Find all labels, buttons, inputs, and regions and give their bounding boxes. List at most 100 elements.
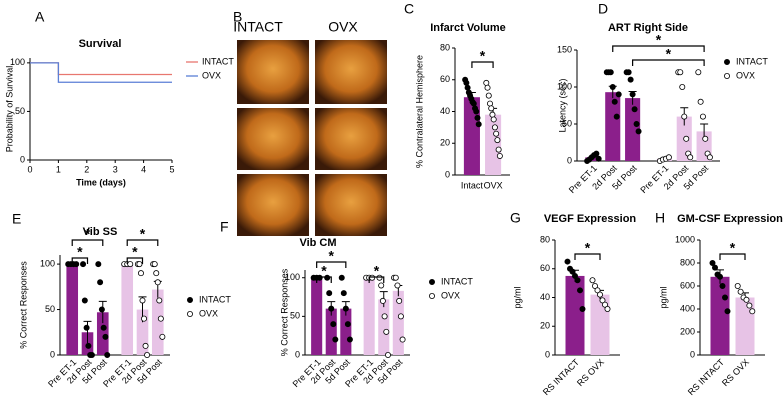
y-axis-label: Probability of Survival: [4, 66, 14, 153]
x-tick-label: RS INTACT: [541, 357, 582, 398]
data-point: [597, 291, 604, 298]
y-tick-label: 60: [540, 263, 550, 273]
data-point: [464, 84, 471, 91]
significance-bracket: [316, 276, 332, 283]
data-point: [712, 264, 719, 271]
panel-letter: F: [220, 219, 229, 235]
data-point: [104, 351, 111, 358]
data-point: [746, 302, 753, 309]
data-point: [379, 297, 386, 304]
bar: [605, 92, 621, 161]
survival-line: [30, 62, 172, 76]
bar: [363, 277, 375, 355]
data-point: [330, 321, 337, 328]
chart-title: Survival: [79, 38, 122, 50]
column-label: INTACT: [233, 19, 283, 35]
data-point: [629, 91, 636, 98]
data-point: [613, 113, 620, 120]
data-point: [100, 324, 107, 331]
panel-letter: A: [35, 9, 45, 25]
x-tick-label: Intact: [461, 180, 484, 190]
x-tick-label: 4: [141, 164, 146, 174]
data-point: [706, 154, 713, 161]
chart-title: Vib CM: [299, 237, 336, 249]
data-point: [695, 69, 702, 76]
y-tick-label: 0: [20, 154, 25, 164]
legend-label: INTACT: [202, 56, 234, 66]
y-tick-label: 100: [10, 57, 25, 67]
legend-label: INTACT: [441, 276, 473, 286]
data-point: [579, 305, 586, 312]
bar: [378, 299, 390, 355]
y-tick-label: 100: [40, 258, 55, 268]
data-point: [385, 351, 392, 358]
y-tick-label: 0: [295, 349, 300, 359]
data-point: [607, 69, 614, 76]
y-tick-label: 80: [440, 42, 450, 52]
legend-marker: [186, 310, 193, 317]
bar: [136, 309, 149, 355]
data-point: [724, 308, 731, 315]
data-point: [156, 297, 163, 304]
data-point: [484, 84, 491, 91]
data-point: [383, 328, 390, 335]
legend-marker: [724, 59, 731, 66]
legend-label: OVX: [441, 290, 460, 300]
y-tick-label: 100: [557, 81, 572, 91]
data-point: [332, 336, 339, 343]
chart-title: Vib SS: [83, 226, 118, 238]
panel-letter: G: [510, 210, 521, 226]
data-point: [98, 306, 105, 313]
data-point: [687, 154, 694, 161]
bar: [565, 275, 585, 355]
x-axis-label: Time (days): [76, 177, 126, 187]
legend-marker: [428, 278, 435, 285]
data-point: [144, 351, 151, 358]
data-point: [157, 315, 164, 322]
data-point: [489, 111, 496, 118]
data-point: [340, 290, 347, 297]
data-point: [490, 116, 497, 123]
data-point: [95, 261, 102, 268]
panel-letter: H: [655, 210, 665, 226]
y-tick-label: 50: [45, 304, 55, 314]
data-point: [83, 324, 90, 331]
x-tick-label: 2: [84, 164, 89, 174]
significance-star: *: [656, 32, 662, 48]
significance-bracket: [71, 239, 104, 246]
significance-bracket: [612, 45, 705, 52]
bar: [485, 114, 502, 175]
data-point: [592, 282, 599, 289]
data-point: [496, 152, 503, 159]
data-point: [73, 261, 80, 268]
y-tick-label: 40: [540, 292, 550, 302]
data-point: [709, 259, 716, 266]
y-tick-label: 0: [545, 349, 550, 359]
significance-star: *: [666, 46, 672, 62]
data-point: [495, 146, 502, 153]
data-point: [743, 296, 750, 303]
brain-images: [237, 40, 387, 236]
data-point: [344, 321, 351, 328]
significance-bracket: [316, 261, 347, 268]
y-tick-label: 100: [285, 272, 300, 282]
brain-slice: [237, 40, 309, 104]
data-point: [483, 79, 490, 86]
y-axis-label: % Correct Responses: [279, 268, 289, 356]
legend-label: INTACT: [736, 56, 768, 66]
data-point: [338, 274, 345, 281]
significance-star: *: [77, 244, 83, 260]
data-point: [85, 342, 92, 349]
x-tick-label: 0: [27, 164, 32, 174]
data-point: [396, 297, 403, 304]
legend-marker: [724, 73, 731, 80]
x-tick-label: OVX: [484, 180, 503, 190]
data-point: [470, 100, 477, 107]
bar: [392, 290, 404, 355]
bar: [66, 264, 79, 355]
x-tick-label: RS INTACT: [686, 357, 727, 398]
y-tick-label: 50: [15, 106, 25, 116]
data-point: [564, 258, 571, 265]
bar: [311, 277, 323, 355]
x-tick-label: Pre ET-1: [638, 163, 670, 195]
